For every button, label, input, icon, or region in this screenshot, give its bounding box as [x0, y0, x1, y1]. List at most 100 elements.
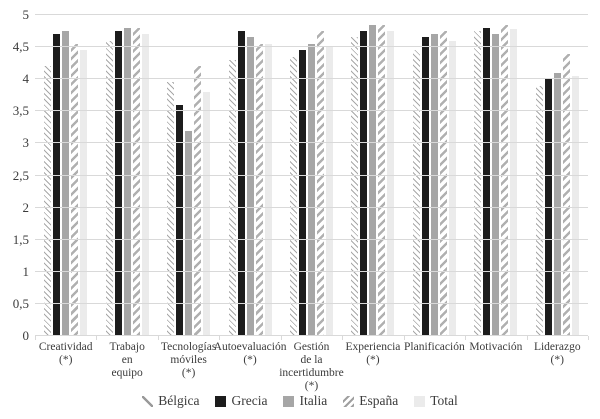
gridline — [35, 142, 588, 144]
y-tick-label: 3,5 — [12, 103, 29, 119]
bar-belgica — [167, 82, 175, 336]
legend-marker-espana — [343, 395, 355, 407]
x-tick — [219, 336, 221, 340]
x-tick — [403, 336, 405, 340]
bar-total — [510, 29, 518, 336]
gridline — [35, 335, 588, 336]
bar-grecia — [298, 50, 306, 336]
category-label: Trabajo en equipo — [109, 341, 145, 379]
category-label: Creatividad (*) — [38, 341, 93, 366]
bar-espana — [439, 31, 447, 336]
y-tick-label: 4,5 — [12, 39, 29, 55]
category-label: Gestión de la incertidumbre (*) — [279, 341, 344, 392]
y-tick-label: 5 — [22, 7, 30, 22]
gridline — [35, 14, 588, 15]
bar-total — [448, 40, 456, 336]
bar-belgica — [44, 66, 52, 336]
bar-total — [264, 43, 272, 336]
bar-italia — [492, 34, 500, 336]
gridline — [35, 206, 588, 208]
y-tick-label: 3 — [22, 135, 30, 151]
y-tick-label: 1 — [22, 263, 30, 279]
bar-belgica — [105, 40, 113, 336]
category-label: Experiencia (*) — [345, 341, 401, 366]
legend-label: España — [359, 393, 399, 408]
gridline — [35, 302, 588, 304]
category-label: Liderazgo (*) — [533, 341, 581, 366]
legend-item-total: Total — [414, 393, 458, 409]
y-tick-label: 0,5 — [12, 295, 29, 311]
x-tick — [526, 336, 528, 340]
bar-italia — [430, 34, 438, 336]
bar-italia — [246, 37, 254, 336]
x-tick — [157, 336, 159, 340]
gridline — [35, 78, 588, 80]
bar-grecia — [114, 31, 122, 336]
y-tick-label: 0 — [22, 328, 30, 343]
legend-item-italia: Italia — [283, 393, 327, 409]
bar-belgica — [228, 59, 236, 336]
gridline — [35, 238, 588, 240]
legend-marker-total — [414, 395, 426, 407]
bar-grecia — [237, 31, 245, 336]
bar-italia — [307, 43, 315, 336]
bar-groups — [35, 15, 588, 336]
legend-label: Total — [430, 393, 458, 408]
bar-group — [281, 15, 342, 336]
bar-belgica — [535, 85, 543, 336]
x-axis-labels: Creatividad (*) Trabajo en equipo Tecnolog… — [35, 341, 588, 392]
bar-italia — [185, 130, 193, 336]
bar-espana — [132, 27, 140, 336]
plot-area — [35, 14, 589, 340]
x-tick — [280, 336, 282, 340]
bar-group — [527, 15, 588, 336]
bar-group — [342, 15, 403, 336]
legend-item-belgica: Bélgica — [142, 393, 199, 409]
bar-espana — [194, 66, 202, 336]
bar-espana — [255, 43, 263, 336]
legend: Bélgica Grecia Italia España Total — [0, 393, 600, 409]
bar-italia — [123, 27, 131, 336]
bar-belgica — [474, 31, 482, 336]
gridline — [35, 270, 588, 272]
bar-total — [387, 31, 395, 336]
bar-grecia — [360, 31, 368, 336]
category-label: Planificación — [404, 341, 465, 353]
y-tick-label: 4 — [22, 71, 30, 87]
category-label: Autoevaluación (*) — [213, 341, 287, 366]
x-tick — [588, 336, 589, 340]
x-tick — [96, 336, 98, 340]
bar-grecia — [421, 37, 429, 336]
legend-label: Bélgica — [158, 393, 200, 408]
legend-marker-belgica — [142, 395, 154, 407]
y-axis: 0 0,5 1 1,5 2 2,5 3 3,5 4 4,5 5 — [0, 7, 30, 343]
bar-group — [404, 15, 465, 336]
x-tick — [35, 336, 36, 340]
bar-total — [80, 50, 88, 336]
gridline — [35, 46, 588, 48]
legend-item-grecia: Grecia — [215, 393, 267, 409]
bar-group — [465, 15, 526, 336]
bar-espana — [562, 53, 570, 336]
y-tick-label: 2,5 — [12, 167, 29, 183]
legend-item-espana: España — [343, 393, 398, 409]
bar-espana — [501, 24, 509, 336]
bar-italia — [553, 72, 561, 336]
gridline — [35, 174, 588, 176]
bar-total — [141, 34, 149, 336]
bar-group — [158, 15, 219, 336]
bar-belgica — [289, 56, 297, 336]
bar-total — [203, 92, 211, 336]
bar-belgica — [351, 37, 359, 336]
bar-espana — [71, 43, 79, 336]
bar-total — [571, 76, 579, 336]
legend-label: Italia — [299, 393, 328, 408]
y-tick-label: 2 — [22, 199, 30, 215]
bar-espana — [316, 31, 324, 336]
category-label: Tecnologías móviles (*) — [160, 341, 217, 379]
bar-grecia — [53, 34, 61, 336]
bar-grecia — [176, 104, 184, 336]
x-tick — [342, 336, 344, 340]
bar-espana — [378, 24, 386, 336]
